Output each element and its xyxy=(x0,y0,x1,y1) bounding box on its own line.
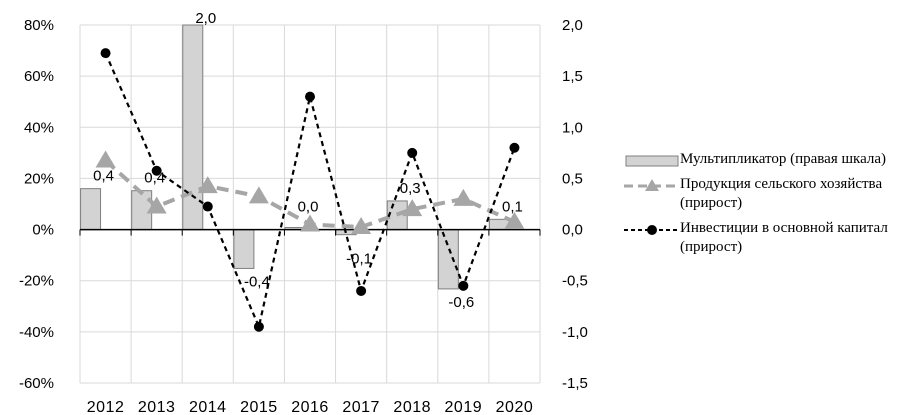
legend-item-agriculture: Продукция сельского хозяйства (прирост) xyxy=(624,175,921,213)
bar xyxy=(182,24,204,231)
triangle-point xyxy=(300,214,320,232)
right-tick-label: 1,0 xyxy=(562,119,583,136)
investment-line-series xyxy=(100,48,520,332)
left-tick-label: -20% xyxy=(19,273,54,290)
triangle-point xyxy=(146,196,167,214)
left-tick-label: 80% xyxy=(24,17,54,34)
triangle-line-icon xyxy=(624,178,680,194)
circle-point xyxy=(509,142,520,153)
left-tick-label: 40% xyxy=(24,119,54,136)
legend-item-investment: Инвестиции в основной капитал (прирост) xyxy=(624,219,921,257)
bar-data-label: -0,4 xyxy=(244,273,270,290)
circle-point xyxy=(253,321,264,332)
bar-series xyxy=(80,24,510,290)
x-tick-label: 2016 xyxy=(291,399,329,415)
triangle-point xyxy=(248,186,269,204)
x-tick-label: 2014 xyxy=(189,399,227,415)
bar xyxy=(233,229,255,269)
agri-line-series xyxy=(95,150,525,235)
circle-point xyxy=(151,165,162,176)
bar xyxy=(437,229,459,290)
bar-data-label: 0,4 xyxy=(144,170,165,187)
right-tick-label: 2,0 xyxy=(562,17,583,34)
circle-point xyxy=(100,48,111,59)
x-tick-label: 2017 xyxy=(342,399,380,415)
circle-point xyxy=(356,285,367,296)
bar xyxy=(80,188,102,231)
circle-line-icon xyxy=(624,222,680,238)
legend: Мультипликатор (правая шкала) Продукция … xyxy=(624,150,921,263)
circle-point xyxy=(305,91,315,102)
legend-label-multiplier: Мультипликатор (правая шкала) xyxy=(680,151,887,167)
left-tick-label: 60% xyxy=(24,68,54,85)
bar-data-label: 0,1 xyxy=(502,198,523,215)
right-tick-label: 1,5 xyxy=(562,68,583,85)
x-tick-label: 2020 xyxy=(496,399,534,415)
bar-data-label: 0,0 xyxy=(298,199,319,216)
x-tick-label: 2019 xyxy=(445,399,483,415)
axes: 80% 60% 40% 20% 0% -20% -40% -60% 2,0 1,5 1,0 0,5 0,… xyxy=(19,17,588,415)
right-tick-label: 0,0 xyxy=(562,222,583,239)
circle-point xyxy=(458,280,469,291)
right-tick-label: -1,5 xyxy=(562,375,588,392)
x-tick-label: 2012 xyxy=(87,399,125,415)
left-tick-label: -40% xyxy=(19,324,54,341)
right-tick-label: -0,5 xyxy=(562,273,588,290)
data-labels: 0,4 0,4 2,0 -0,4 0,0 -0,1 0,3 -0,6 0,1 xyxy=(93,10,523,311)
right-tick-label: 0,5 xyxy=(562,170,583,187)
x-tick-label: 2013 xyxy=(138,399,176,415)
legend-label-investment: Инвестиции в основной капитал (прирост) xyxy=(680,220,888,255)
bar-data-label: 0,3 xyxy=(400,180,421,197)
triangle-point xyxy=(351,217,372,235)
left-tick-label: 20% xyxy=(24,170,54,187)
triangle-point xyxy=(197,176,218,194)
bar-data-label: 0,4 xyxy=(93,168,114,185)
bar-data-label: -0,6 xyxy=(448,294,474,311)
left-tick-label: 0% xyxy=(32,222,54,239)
x-tick-label: 2015 xyxy=(240,399,278,415)
gridlines xyxy=(79,24,541,384)
circle-point xyxy=(202,201,213,212)
left-tick-label: -60% xyxy=(19,375,54,392)
bar-data-label: 2,0 xyxy=(195,10,216,27)
legend-label-agriculture: Продукция сельского хозяйства (прирост) xyxy=(680,176,883,211)
x-tick-label: 2018 xyxy=(393,399,431,415)
legend-item-multiplier: Мультипликатор (правая шкала) xyxy=(624,150,921,169)
right-tick-label: -1,0 xyxy=(562,324,588,341)
triangle-point xyxy=(95,150,116,168)
triangle-point xyxy=(504,211,525,229)
triangle-point xyxy=(402,199,423,217)
bar xyxy=(131,190,153,231)
bar-data-label: -0,1 xyxy=(346,251,372,268)
bar-swatch-icon xyxy=(624,153,680,169)
investment-line xyxy=(104,52,516,331)
triangle-point xyxy=(453,188,474,206)
circle-point xyxy=(407,147,418,158)
